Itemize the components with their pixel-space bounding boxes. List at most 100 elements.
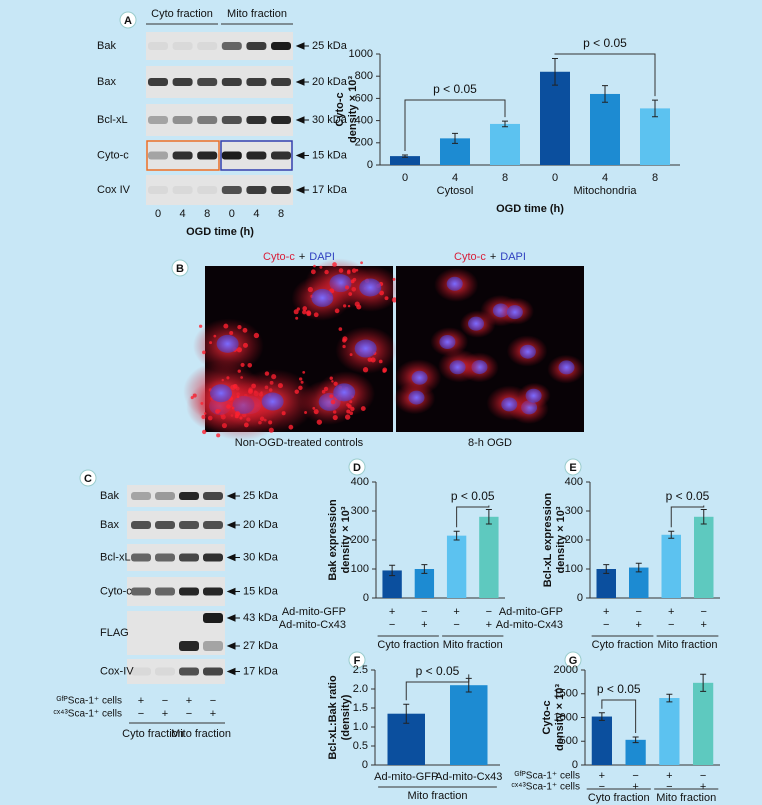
mito-speck: [242, 342, 248, 348]
frame: [146, 140, 220, 171]
mito-speck: [333, 381, 338, 386]
mito-speck: [329, 376, 333, 380]
mito-speck: [213, 334, 217, 338]
mito-speck: [298, 385, 303, 391]
nucleus: [359, 278, 382, 297]
y-axis-label: density × 10³: [340, 506, 352, 573]
row-mark: −: [632, 770, 638, 782]
group-label: Mito fraction: [658, 639, 718, 651]
x-tick-label: Ad-mito-GFP: [374, 771, 438, 783]
y-axis-label: (density): [340, 694, 352, 740]
row-mark: −: [186, 708, 192, 720]
y-tick-label: 0: [572, 759, 578, 771]
blot-band: [148, 42, 168, 50]
blot-band: [131, 521, 151, 529]
error-bar: [668, 530, 675, 539]
y-tick-label: 400: [351, 476, 369, 488]
group-label: Mitochondria: [574, 185, 638, 197]
mito-speck: [294, 389, 299, 394]
mito-speck: [248, 389, 253, 394]
x-tick-label: 8: [502, 172, 508, 184]
blot-band: [172, 42, 193, 50]
mito-speck: [356, 304, 362, 310]
bar: [540, 71, 570, 165]
size-label: 20 kDa: [312, 76, 348, 88]
micrograph: [393, 266, 585, 432]
error-bar: [402, 154, 408, 158]
bar: [479, 516, 499, 598]
row-mark: +: [389, 606, 395, 618]
bar: [446, 535, 467, 598]
blot-band: [131, 553, 151, 562]
mito-speck: [202, 429, 207, 435]
blot-strip: [146, 104, 293, 136]
y-tick-label: 100: [565, 563, 583, 575]
blot-band: [203, 641, 223, 651]
x-axis-label: OGD time (h): [496, 203, 564, 215]
y-axis-label: Bcl-xL expression: [542, 492, 554, 587]
nucleus: [558, 360, 575, 375]
group-label: Cyto fraction: [592, 639, 654, 651]
group-label: Cyto fraction: [588, 792, 650, 804]
row-mark: +: [186, 695, 192, 707]
arrow: [295, 42, 309, 50]
y-tick-label: 1.5: [353, 702, 368, 714]
lane-label: 0: [229, 208, 235, 220]
arrow: [295, 78, 309, 86]
annotation: p < 0.05: [416, 664, 460, 678]
group-label: Mito fraction: [408, 790, 468, 802]
blot-band: [155, 587, 175, 596]
annotation: p < 0.05: [583, 36, 627, 50]
row-mark: −: [700, 770, 706, 782]
micrograph-caption: 8-h OGD: [468, 437, 512, 449]
error-bar: [666, 693, 673, 703]
fraction-label: Cyto fraction: [151, 8, 213, 20]
error-bar: [598, 712, 605, 721]
mito-speck: [200, 401, 204, 405]
blot-band: [197, 116, 218, 124]
y-tick-label: 200: [351, 534, 369, 546]
row-mark: −: [701, 606, 707, 618]
y-tick-label: 2.0: [353, 683, 368, 695]
mito-speck: [332, 414, 338, 421]
mito-speck: [342, 336, 348, 342]
mito-speck: [329, 394, 334, 399]
blot-band: [172, 151, 193, 160]
error-bar: [421, 564, 428, 574]
group-label: Cyto fraction: [377, 639, 439, 651]
blot-band: [271, 116, 291, 124]
mito-speck: [316, 419, 323, 425]
panel-label: B: [176, 263, 184, 275]
title-part: Cyto-c: [263, 251, 295, 263]
mito-speck: [349, 353, 353, 357]
nucleus: [333, 383, 356, 402]
frame: [220, 140, 293, 171]
panel-label: G: [569, 655, 578, 667]
y-tick-label: 0: [362, 759, 368, 771]
bar: [490, 123, 520, 165]
group-label: Mito fraction: [443, 639, 503, 651]
blot-band: [155, 492, 175, 500]
y-tick-label: 2000: [554, 664, 578, 676]
blot-band: [203, 492, 223, 500]
blot-band: [203, 613, 223, 623]
blot-band: [155, 521, 175, 529]
arrow: [226, 667, 240, 676]
y-axis-label: density × 10³: [554, 684, 566, 751]
blot-band: [221, 186, 242, 194]
mito-speck: [202, 350, 206, 355]
blot-band: [197, 42, 218, 50]
bar: [640, 108, 670, 165]
row-mark: +: [636, 619, 642, 631]
micrograph-title: Cyto-c + DAPI: [454, 251, 526, 263]
row-label: Ad-mito-GFP: [499, 606, 563, 618]
mito-speck: [324, 269, 329, 275]
blot-strip: [146, 66, 293, 98]
blot-band: [172, 186, 193, 194]
blot-band: [203, 521, 223, 529]
mito-speck: [242, 327, 248, 333]
panel-label: F: [354, 655, 361, 667]
y-tick-label: 600: [355, 92, 373, 104]
arrow: [226, 587, 240, 596]
bar: [629, 567, 649, 598]
